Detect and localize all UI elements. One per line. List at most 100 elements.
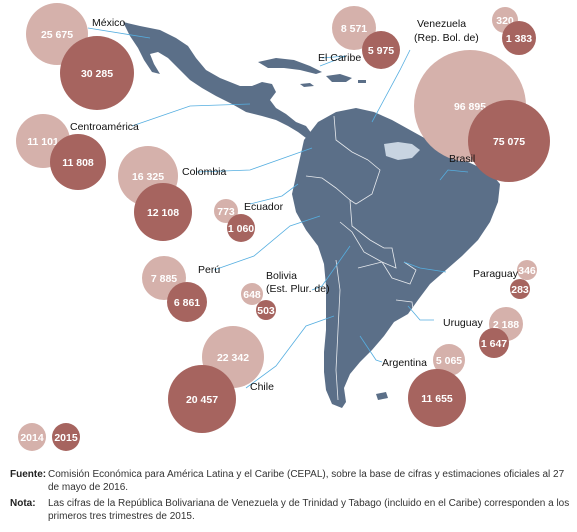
venezuela-label-line2: (Rep. Bol. de) bbox=[414, 32, 479, 44]
centroamerica-2015-value: 11 808 bbox=[62, 157, 94, 169]
leader-brasil bbox=[439, 169, 469, 181]
cuba-shape bbox=[258, 58, 322, 74]
uruguay-2014-value: 2 188 bbox=[493, 319, 519, 331]
bolivia-2015-bubble bbox=[256, 300, 276, 320]
colombia-label: Colombia bbox=[182, 166, 227, 178]
el-caribe-2014-bubble bbox=[332, 6, 376, 50]
nota-label: Nota: bbox=[10, 498, 36, 509]
peru-2015-bubble bbox=[167, 282, 207, 322]
brasil-2015-value: 75 075 bbox=[493, 136, 525, 148]
jamaica-shape bbox=[300, 83, 314, 87]
centroamerica-2015-bubble bbox=[50, 134, 106, 190]
argentina-2015-bubble bbox=[408, 369, 466, 427]
paraguay-2014-bubble bbox=[517, 260, 537, 280]
argentina-2015-value: 11 655 bbox=[421, 393, 453, 405]
ecuador-2015-bubble bbox=[227, 214, 255, 242]
venezuela-2015-bubble bbox=[502, 21, 536, 55]
brasil-label: Brasil bbox=[449, 153, 475, 165]
paraguay-2015-value: 283 bbox=[511, 284, 529, 296]
brasil-2015-bubble bbox=[468, 100, 550, 182]
mexico-2014-value: 25 675 bbox=[41, 29, 73, 41]
hispaniola-shape bbox=[326, 74, 352, 82]
paraguay-2014-value: 346 bbox=[518, 265, 536, 277]
guianas-shape bbox=[384, 142, 420, 160]
fuente-text: Comisión Económica para América Latina y… bbox=[48, 469, 565, 493]
legend: 2014 2015 bbox=[18, 423, 80, 451]
border-colombia-ecuador-peru bbox=[305, 175, 351, 201]
legend-2015-label: 2015 bbox=[54, 432, 78, 444]
peru-label: Perú bbox=[198, 264, 220, 276]
argentina-2014-bubble bbox=[433, 344, 465, 376]
leader-paraguay bbox=[403, 261, 447, 273]
mexico-2015-bubble bbox=[60, 36, 134, 110]
colombia-2015-value: 12 108 bbox=[147, 207, 179, 219]
puerto-rico-shape bbox=[358, 80, 366, 83]
border-paraguay bbox=[381, 261, 417, 285]
border-argentina-north bbox=[357, 261, 383, 269]
el-caribe-2014-value: 8 571 bbox=[341, 23, 367, 35]
chile-2015-value: 20 457 bbox=[186, 394, 218, 406]
el-caribe-label: El Caribe bbox=[318, 52, 361, 64]
south-america-shape bbox=[292, 108, 500, 408]
el-caribe-2015-value: 5 975 bbox=[368, 45, 394, 57]
ecuador-2014-bubble bbox=[214, 199, 238, 223]
border-chile bbox=[335, 259, 341, 401]
uruguay-2015-bubble bbox=[479, 328, 509, 358]
border-uruguay bbox=[395, 299, 415, 317]
landmass bbox=[123, 22, 500, 408]
leader-bolivia bbox=[311, 245, 351, 291]
leader-argentina bbox=[359, 335, 383, 363]
uruguay-2015-value: 1 647 bbox=[481, 338, 507, 350]
leader-lines bbox=[87, 27, 469, 389]
bolivia-label-line2: (Est. Plur. de) bbox=[266, 283, 330, 295]
chile-2014-value: 22 342 bbox=[217, 352, 249, 364]
bolivia-2015-value: 503 bbox=[257, 305, 275, 317]
paraguay-label: Paraguay bbox=[473, 268, 519, 280]
fuente-row: Fuente: Comisión Económica para América … bbox=[10, 469, 570, 494]
centroamerica-2014-value: 11 101 bbox=[27, 136, 59, 148]
leader-venezuela bbox=[371, 49, 411, 123]
leader-uruguay bbox=[407, 305, 434, 321]
ecuador-2015-value: 1 060 bbox=[228, 223, 254, 235]
peru-2015-value: 6 861 bbox=[174, 297, 200, 309]
falklands-shape bbox=[376, 392, 388, 400]
footnotes: Fuente: Comisión Económica para América … bbox=[10, 469, 570, 523]
nota-text: Las cifras de la República Bolivariana d… bbox=[48, 498, 570, 522]
mexico-label: México bbox=[92, 17, 125, 29]
argentina-2014-value: 5 065 bbox=[436, 355, 462, 367]
argentina-label: Argentina bbox=[382, 357, 427, 369]
venezuela-2015-value: 1 383 bbox=[506, 33, 532, 45]
peru-2014-value: 7 885 bbox=[151, 273, 177, 285]
bubbles: 25 675 30 285 México 11 101 11 808 Centr… bbox=[16, 3, 550, 433]
colombia-2015-bubble bbox=[134, 183, 192, 241]
el-caribe-2015-bubble bbox=[362, 31, 400, 69]
leader-peru bbox=[213, 215, 321, 271]
leader-el-caribe bbox=[319, 55, 347, 67]
colombia-2014-value: 16 325 bbox=[132, 171, 164, 183]
brasil-2014-value: 96 895 bbox=[454, 101, 486, 113]
border-brazil-west bbox=[349, 159, 385, 249]
nota-row: Nota: Las cifras de la República Bolivar… bbox=[10, 498, 570, 523]
leader-chile bbox=[245, 315, 335, 389]
bolivia-2014-value: 648 bbox=[243, 289, 261, 301]
latin-america-map: 25 675 30 285 México 11 101 11 808 Centr… bbox=[16, 3, 550, 451]
leader-mexico bbox=[87, 27, 151, 39]
fuente-label: Fuente: bbox=[10, 469, 47, 480]
bolivia-2014-bubble bbox=[241, 283, 263, 305]
paraguay-2015-bubble bbox=[510, 279, 530, 299]
legend-2014-label: 2014 bbox=[20, 432, 44, 444]
border-venezuela-colombia bbox=[333, 115, 369, 161]
ecuador-label: Ecuador bbox=[244, 201, 284, 213]
leader-centroamerica bbox=[131, 103, 251, 127]
leader-ecuador bbox=[249, 183, 299, 205]
ecuador-2014-value: 773 bbox=[217, 206, 235, 218]
leader-colombia bbox=[195, 147, 313, 173]
uruguay-label: Uruguay bbox=[443, 317, 483, 329]
borders bbox=[305, 115, 417, 401]
centroamerica-label: Centroamérica bbox=[70, 121, 139, 133]
chile-label: Chile bbox=[250, 381, 274, 393]
chile-2015-bubble bbox=[168, 365, 236, 433]
legend-2015-swatch bbox=[52, 423, 80, 451]
bolivia-label-line1: Bolivia bbox=[266, 270, 297, 282]
mexico-2015-value: 30 285 bbox=[81, 68, 113, 80]
